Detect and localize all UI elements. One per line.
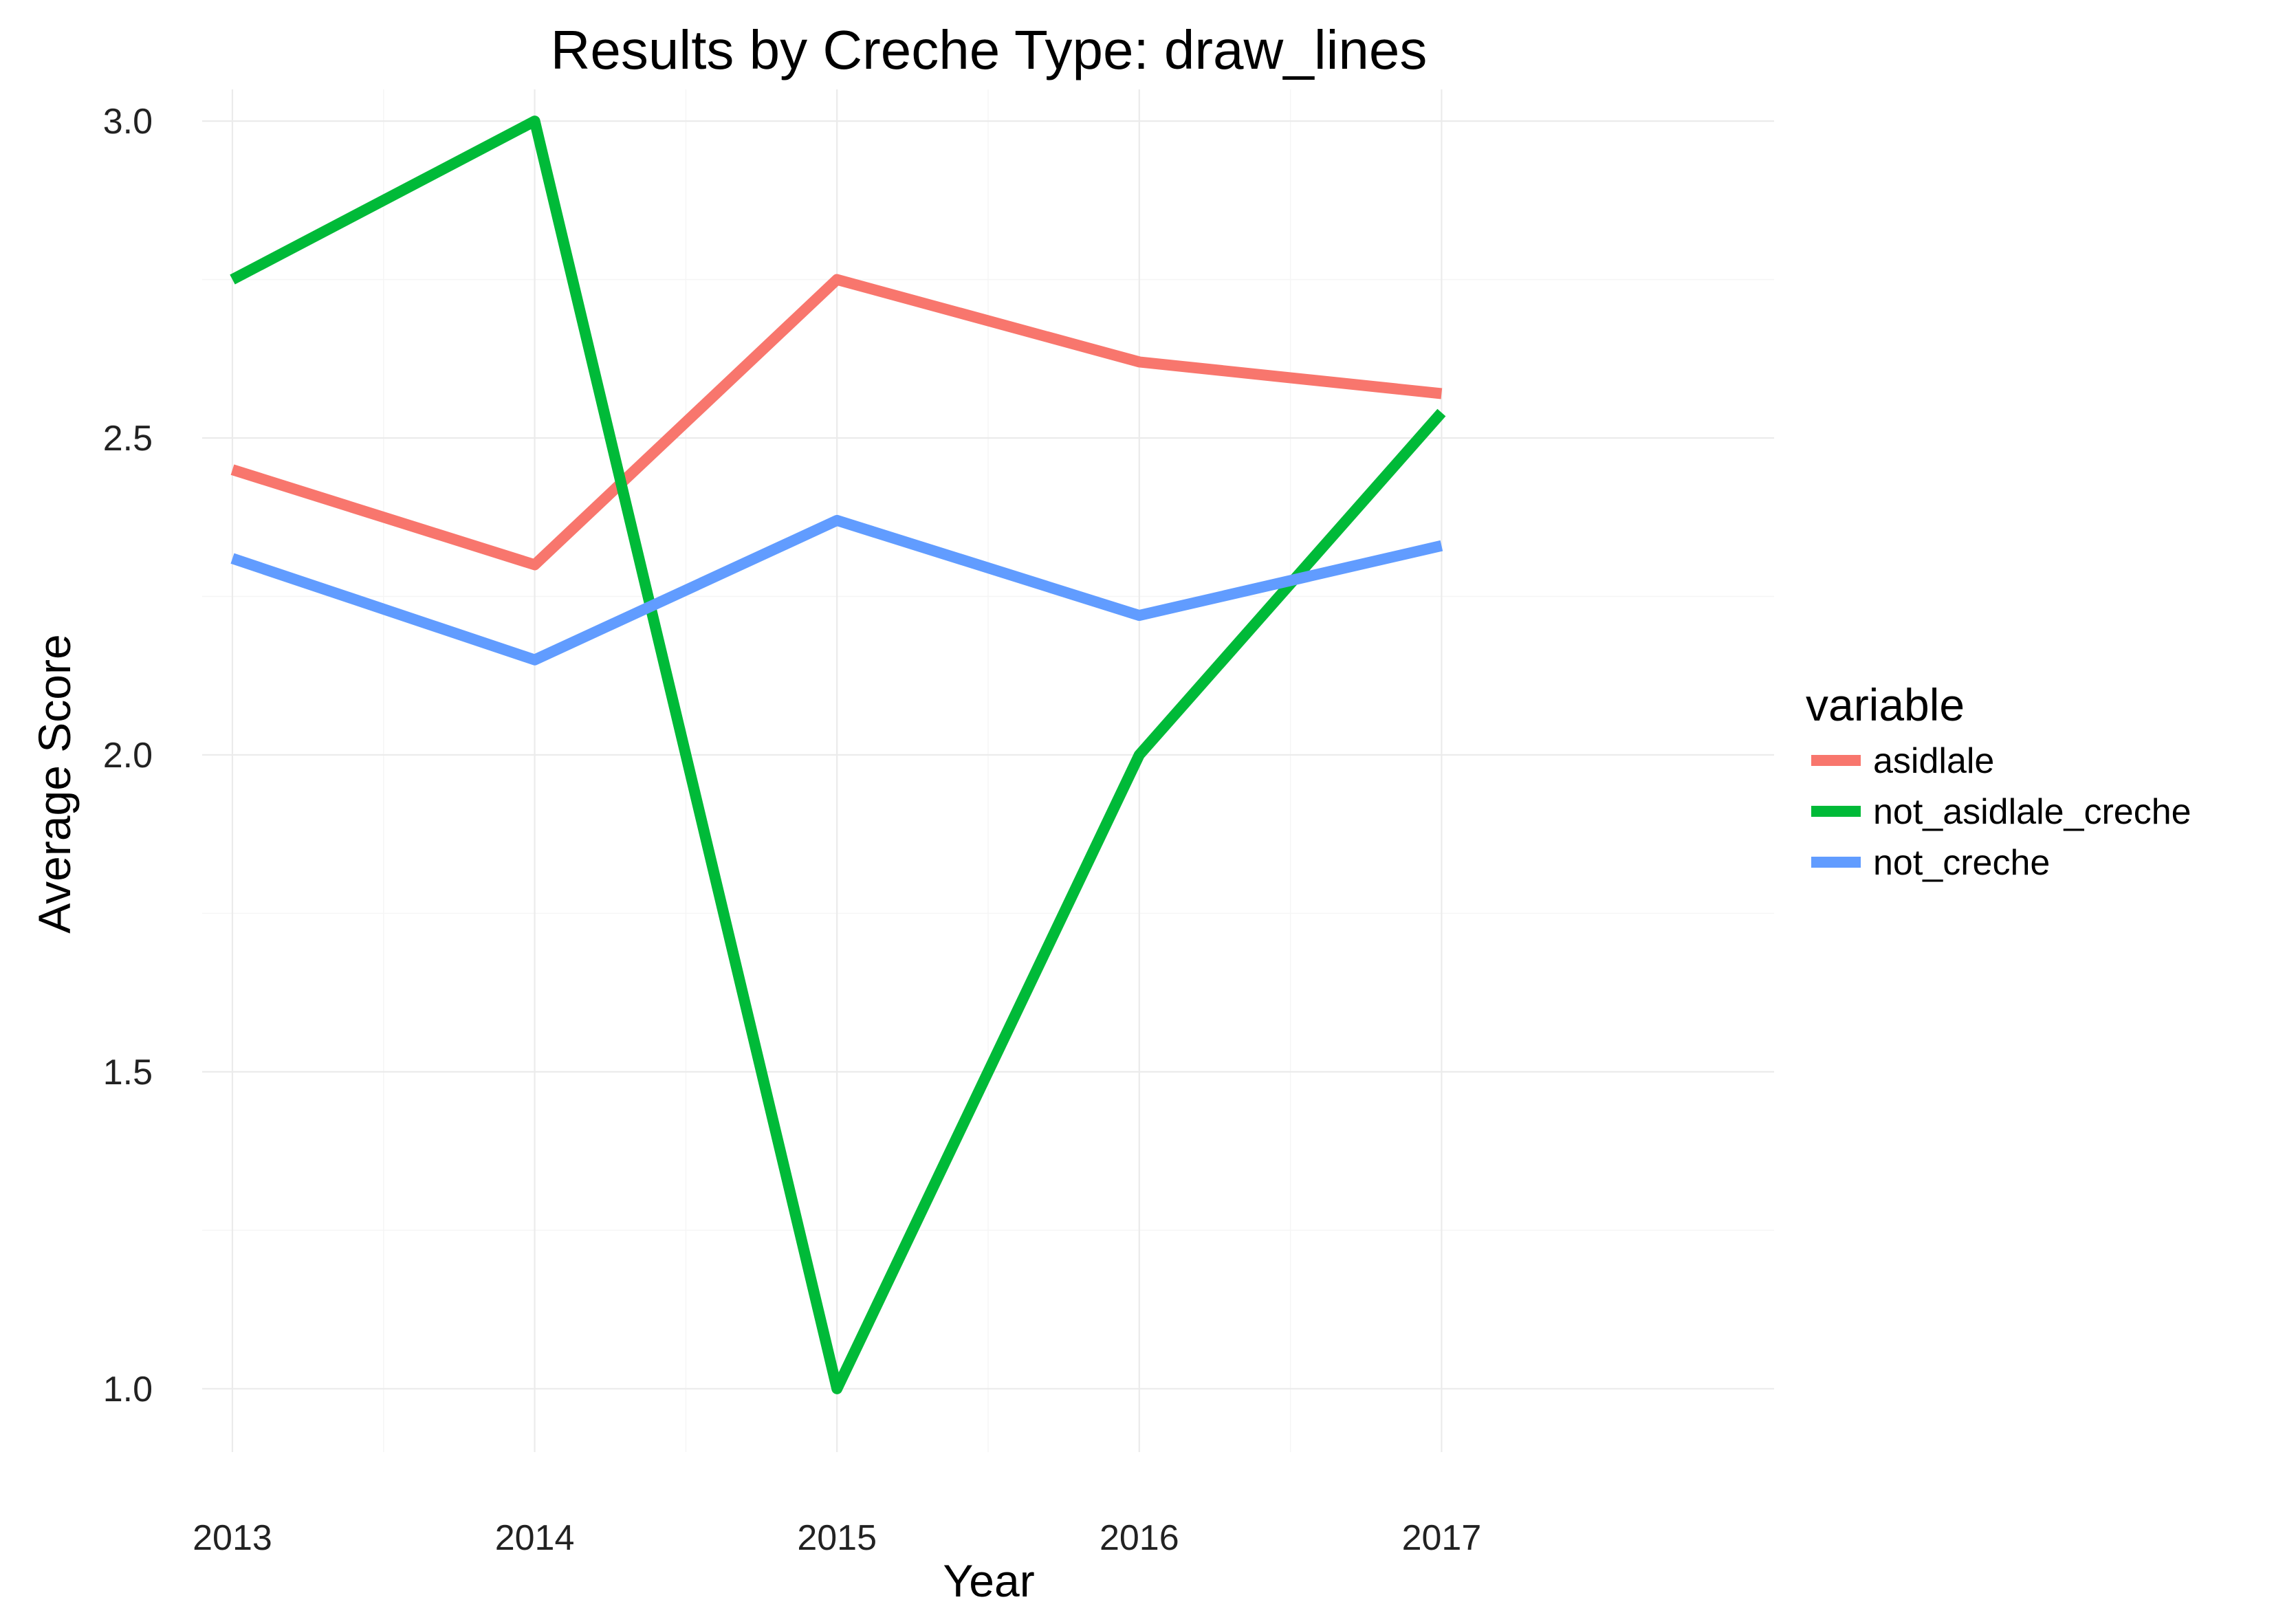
y-tick-label: 1.5 [103,1053,153,1093]
x-tick-label: 2013 [193,1518,272,1558]
chart-title: Results by Creche Type: draw_lines [551,19,1428,80]
y-tick-label: 2.5 [103,419,153,459]
x-axis-ticks: 2013 2014 2015 2016 2017 [193,1518,1481,1558]
x-tick-label: 2014 [495,1518,575,1558]
series-lines [230,116,1446,1394]
y-tick-label: 3.0 [103,102,153,142]
legend-label: not_asidlale_creche [1873,792,2191,832]
major-gridlines [202,89,1774,1452]
series-line-not-asidlale-creche [230,116,1446,1394]
legend-label: not_creche [1873,843,2050,883]
x-tick-label: 2016 [1100,1518,1179,1558]
legend-title: variable [1806,679,1965,730]
x-axis-title: Year [943,1555,1034,1606]
y-axis-title: Average Score [29,634,80,933]
legend: variable asidlale not_asidlale_creche not_… [1806,679,2191,883]
y-axis-ticks: 1.0 1.5 2.0 2.5 3.0 [103,102,153,1409]
x-tick-label: 2015 [797,1518,877,1558]
legend-label: asidlale [1873,741,1994,781]
minor-gridlines [202,89,1774,1452]
series-line-asidlale [230,274,1443,571]
x-tick-label: 2017 [1402,1518,1482,1558]
y-tick-label: 2.0 [103,736,153,776]
y-tick-label: 1.0 [103,1370,153,1409]
series-line-not-creche [230,514,1443,666]
